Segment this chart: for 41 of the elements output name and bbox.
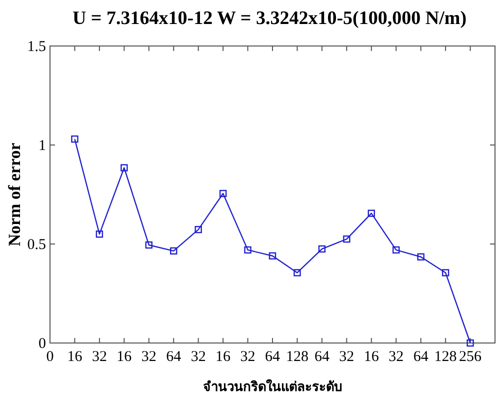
point xyxy=(219,190,227,198)
point xyxy=(120,164,128,172)
point xyxy=(417,253,424,260)
x-tick-label: 64 xyxy=(314,349,330,365)
x-tick-label: 32 xyxy=(339,349,354,365)
y-tick-label: 1 xyxy=(38,138,46,154)
x-tick-label: 16 xyxy=(216,349,232,365)
point xyxy=(170,247,178,255)
x-axis-title: จำนวนกริดในแต่ละระดับ xyxy=(203,378,342,395)
point xyxy=(268,252,276,260)
x-tick-label: 64 xyxy=(166,349,182,365)
point xyxy=(442,269,450,276)
point xyxy=(294,269,301,276)
y-tick-label: 1.5 xyxy=(27,39,46,55)
point xyxy=(318,245,326,253)
x-tick-label: 256 xyxy=(459,349,482,365)
point xyxy=(343,235,350,243)
point xyxy=(145,241,152,249)
point xyxy=(96,230,104,238)
point xyxy=(466,339,474,347)
x-tick-label: 32 xyxy=(388,349,404,365)
x-tick-label: 128 xyxy=(286,349,308,365)
y-tick-label: 0 xyxy=(38,336,46,352)
point xyxy=(392,246,400,254)
x-tick-label: 128 xyxy=(434,349,457,365)
x-tick-label: 64 xyxy=(413,349,429,365)
x-tick-label: 32 xyxy=(92,349,107,365)
point xyxy=(244,246,252,254)
point xyxy=(71,135,78,143)
x-tick-label: 64 xyxy=(265,349,280,365)
chart-title: U = 7.3164x10-12 W = 3.3242x10-5(100,000 N/m) xyxy=(72,8,467,29)
y-tick-label: 0.5 xyxy=(27,237,46,253)
point xyxy=(194,226,202,234)
point xyxy=(368,210,375,217)
x-tick-label: 16 xyxy=(67,349,83,365)
y-axis-title: Norm of error xyxy=(5,142,24,246)
x-tick-label: 16 xyxy=(364,349,380,365)
x-tick-label: 32 xyxy=(190,349,206,365)
x-tick-label: 16 xyxy=(116,349,132,365)
x-tick-label: 32 xyxy=(141,349,156,365)
x-tick-label: 32 xyxy=(240,349,256,365)
